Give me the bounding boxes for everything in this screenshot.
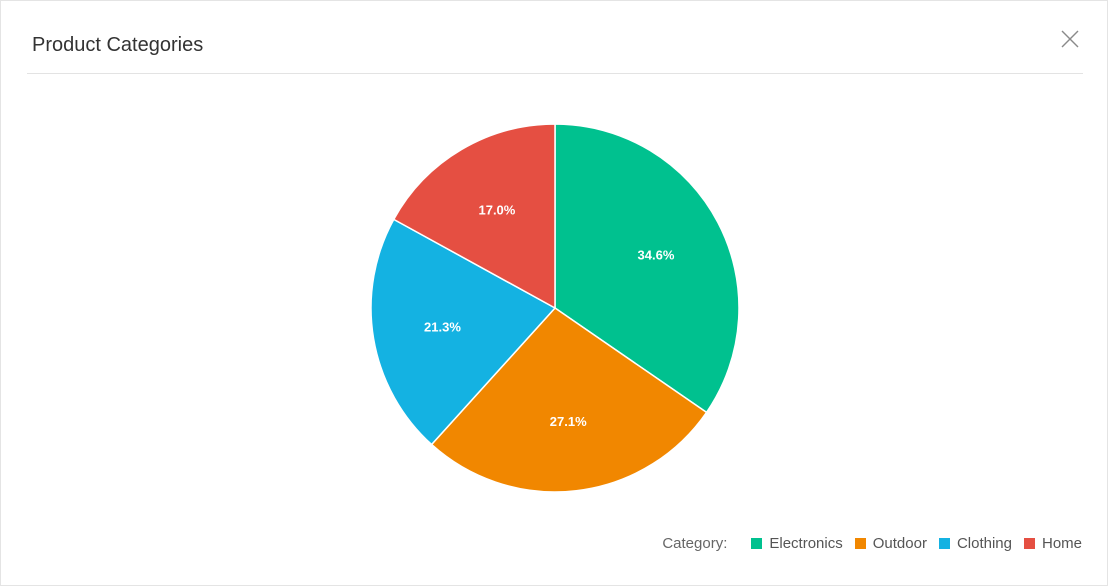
slice-data-label: 27.1% (550, 414, 587, 429)
legend-item-home[interactable]: Home (1023, 534, 1082, 552)
legend-item-outdoor[interactable]: Outdoor (854, 534, 927, 552)
legend-item-electronics[interactable]: Electronics (751, 534, 843, 552)
legend-label: Clothing (956, 534, 1012, 552)
chart-legend: Category: Electronics Outdoor Clothing H… (662, 533, 1082, 553)
slice-data-label: 21.3% (424, 319, 461, 334)
legend-label: Home (1041, 534, 1082, 552)
pie-slice-home[interactable] (393, 123, 556, 309)
dialog-header: Product Categories (27, 1, 1083, 74)
close-button[interactable] (1059, 28, 1081, 50)
pie-slice-outdoor[interactable] (430, 307, 708, 493)
close-icon (1061, 30, 1079, 48)
legend-swatch (938, 537, 950, 549)
pie-slice-clothing[interactable] (370, 218, 556, 446)
dialog-title: Product Categories (32, 34, 204, 56)
slice-data-label: 34.6% (638, 247, 675, 262)
legend-label: Outdoor (872, 534, 927, 552)
slice-data-label: 17.0% (478, 202, 515, 217)
legend-swatch (854, 537, 866, 549)
legend-label: Electronics (769, 534, 843, 552)
legend-swatch (1023, 537, 1035, 549)
legend-item-clothing[interactable]: Clothing (938, 534, 1012, 552)
legend-swatch (751, 537, 763, 549)
legend-title: Category: (662, 534, 728, 552)
pie-slice-electronics[interactable] (554, 123, 740, 414)
